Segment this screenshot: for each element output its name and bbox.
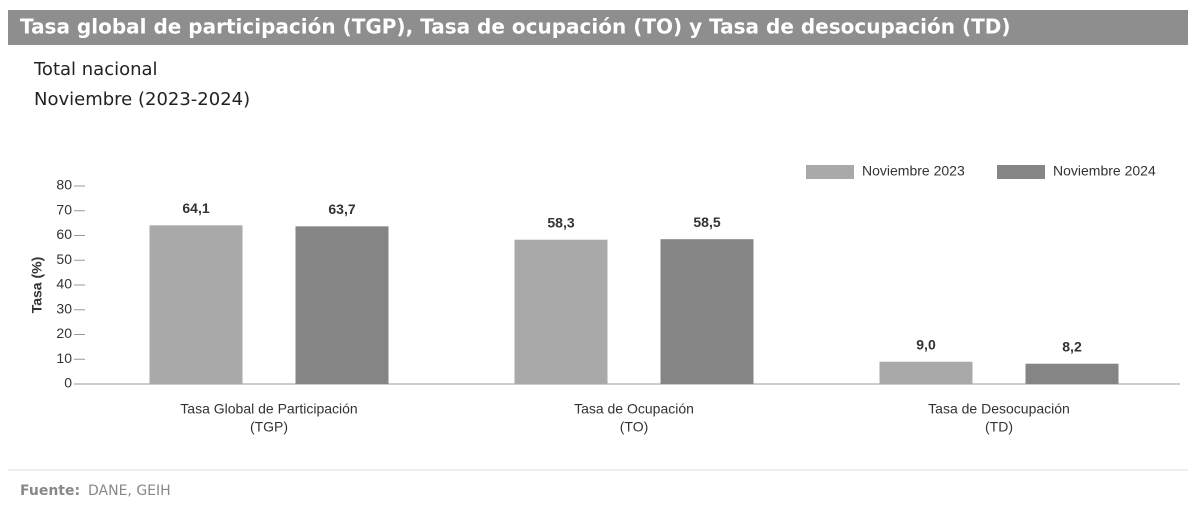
value-label: 8,2 (1062, 338, 1082, 354)
legend-swatch (806, 165, 854, 179)
subtitle: Noviembre (2023-2024) (34, 89, 250, 110)
source-label: Fuente: (20, 483, 80, 499)
y-tick-label: 40 (56, 276, 72, 292)
y-tick-label: 30 (56, 300, 72, 316)
bar (295, 226, 389, 384)
x-tick-label: (TO) (620, 419, 649, 435)
y-axis-label: Tasa (%) (29, 257, 45, 314)
x-tick-label: (TGP) (250, 419, 288, 435)
x-tick-label: Tasa de Ocupación (574, 401, 694, 417)
value-label: 58,5 (693, 214, 720, 230)
y-tick-label: 60 (56, 226, 72, 242)
x-tick-label: (TD) (985, 419, 1013, 435)
legend-label: Noviembre 2023 (862, 163, 965, 179)
legend-label: Noviembre 2024 (1053, 163, 1156, 179)
subtitle: Total nacional (33, 59, 158, 80)
bar (1025, 363, 1119, 384)
y-tick-label: 20 (56, 325, 72, 341)
y-tick-label: 50 (56, 251, 72, 267)
bar (660, 239, 754, 384)
x-tick-label: Tasa Global de Participación (180, 401, 357, 417)
value-label: 9,0 (916, 336, 936, 352)
value-label: 58,3 (547, 214, 574, 230)
x-tick-label: Tasa de Desocupación (928, 401, 1070, 417)
chart-title: Tasa global de participación (TGP), Tasa… (20, 15, 1010, 39)
bar (879, 361, 973, 384)
title-banner (8, 10, 1188, 45)
legend-swatch (997, 165, 1045, 179)
value-label: 64,1 (182, 200, 209, 216)
value-label: 63,7 (328, 201, 355, 217)
source-text: DANE, GEIH (88, 483, 171, 499)
bar (149, 225, 243, 384)
y-tick-label: 80 (56, 177, 72, 193)
y-tick-label: 70 (56, 201, 72, 217)
y-tick-label: 10 (56, 350, 72, 366)
bar (514, 239, 608, 384)
y-tick-label: 0 (64, 375, 72, 391)
